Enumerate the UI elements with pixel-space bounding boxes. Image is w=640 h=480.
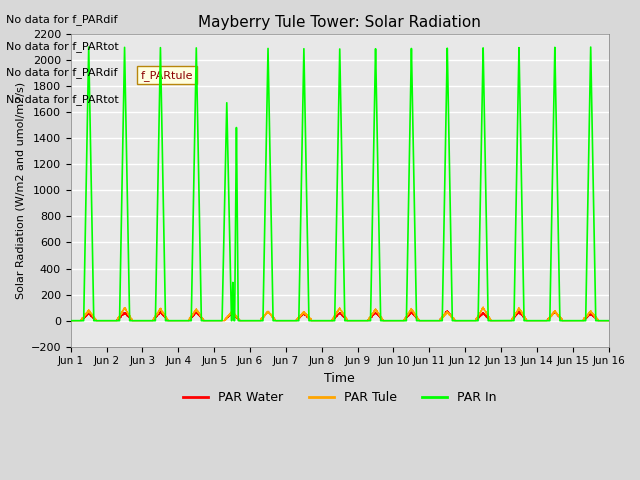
Text: No data for f_PARtot: No data for f_PARtot [6,94,119,105]
Y-axis label: Solar Radiation (W/m2 and umol/m2/s): Solar Radiation (W/m2 and umol/m2/s) [15,82,25,299]
Text: No data for f_PARdif: No data for f_PARdif [6,67,118,78]
Legend: PAR Water, PAR Tule, PAR In: PAR Water, PAR Tule, PAR In [179,386,501,409]
Title: Mayberry Tule Tower: Solar Radiation: Mayberry Tule Tower: Solar Radiation [198,15,481,30]
Text: No data for f_PARtot: No data for f_PARtot [6,41,119,52]
Text: f_PARtule: f_PARtule [141,70,193,81]
X-axis label: Time: Time [324,372,355,385]
Text: No data for f_PARdif: No data for f_PARdif [6,14,118,25]
